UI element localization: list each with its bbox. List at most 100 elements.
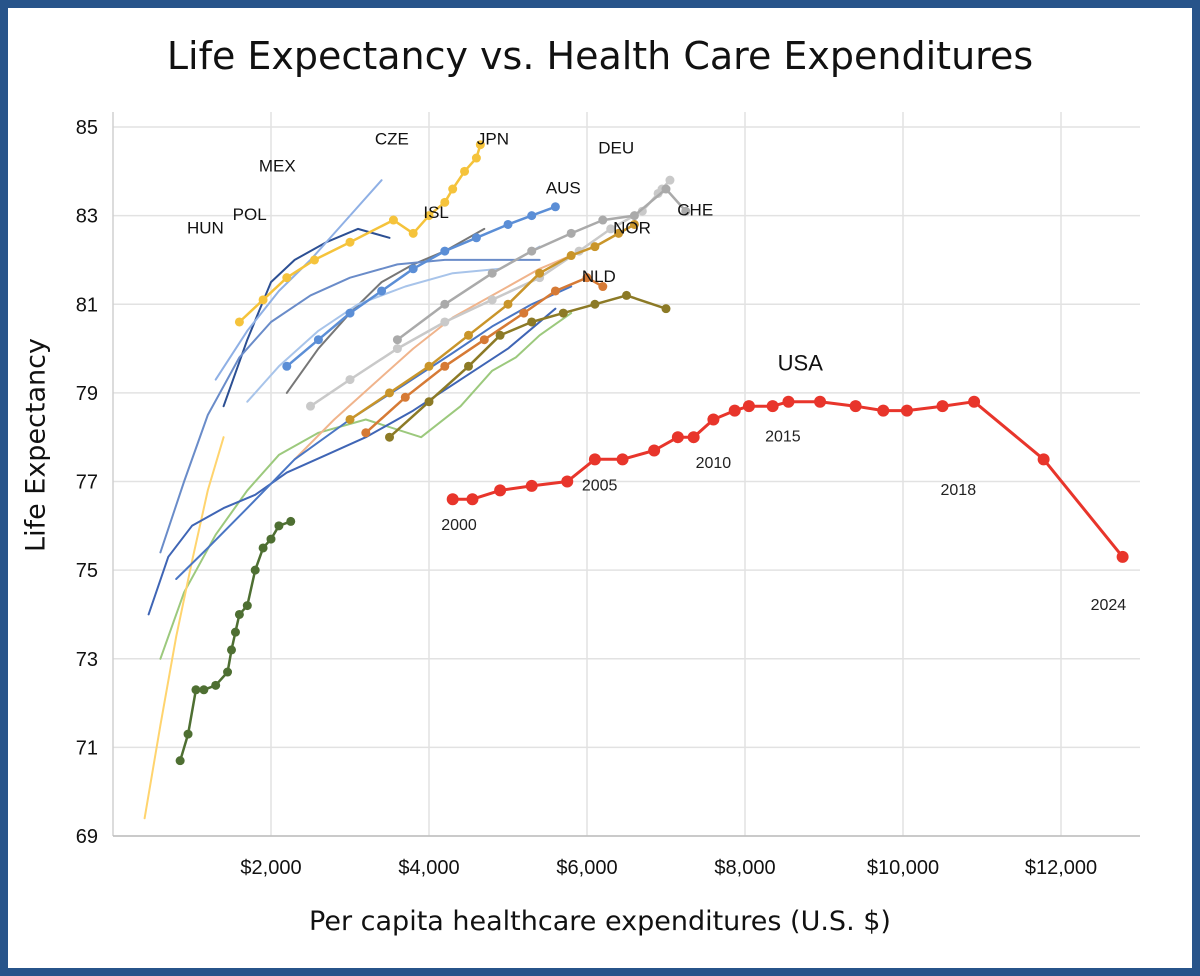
data-point-usa (494, 484, 507, 497)
data-point-aus (345, 308, 355, 318)
data-point-usa (466, 493, 479, 506)
data-point-jpn (475, 140, 485, 150)
series-nld (361, 273, 608, 438)
data-point-dark-green (199, 685, 209, 695)
data-point-che (392, 335, 402, 345)
labels: HUN POL MEX CZE JPN ISL AUS DEU CHE NOR NLD USA 2000… (187, 130, 1126, 614)
series-line-hun (147, 307, 557, 616)
data-point-usa (849, 400, 862, 413)
data-point-jpn (424, 211, 434, 221)
data-point-jpn (282, 273, 292, 283)
data-point-usa (588, 453, 601, 466)
x-tick-label: $8,000 (714, 857, 775, 879)
data-point-nld (361, 428, 371, 438)
data-point-dark-green (286, 516, 296, 526)
data-point-nor (385, 388, 394, 398)
y-tick-label: 79 (76, 383, 98, 405)
data-point-nor (535, 268, 545, 278)
x-tick-label: $4,000 (398, 857, 459, 879)
data-point-usa (766, 400, 779, 413)
data-point-nld (440, 361, 450, 371)
x-tick-label: $6,000 (556, 857, 617, 879)
data-point-deu (637, 206, 647, 216)
year-annotation: 2024 (1091, 597, 1127, 614)
country-label-nld: NLD (582, 267, 616, 286)
series-usa (446, 395, 1129, 563)
data-point-deu (440, 317, 450, 327)
data-point-dark-green (227, 645, 236, 655)
data-point-che (566, 228, 576, 238)
data-point-jpn (448, 184, 458, 194)
data-point-che (487, 268, 497, 278)
country-label-che: CHE (677, 201, 713, 220)
data-point-usa (814, 395, 827, 408)
y-tick-label: 85 (76, 117, 98, 139)
series-jpn (234, 140, 485, 327)
data-point-usa (877, 404, 890, 417)
data-point-olive (464, 361, 473, 371)
chart-title: Life Expectancy vs. Health Care Expendit… (166, 34, 1034, 78)
data-point-jpn (309, 255, 319, 265)
data-point-usa (728, 404, 741, 417)
series-hun (147, 307, 557, 616)
year-annotation: 2018 (941, 482, 977, 499)
data-point-usa (446, 493, 459, 506)
data-point-jpn (471, 153, 481, 163)
data-point-deu (306, 401, 315, 411)
data-point-che (598, 215, 608, 225)
data-point-jpn (408, 228, 418, 238)
series-line-nld (364, 276, 605, 435)
series-line-pol (222, 227, 391, 408)
series-olive (385, 290, 671, 442)
data-point-olive (385, 432, 394, 442)
data-point-usa (1037, 453, 1050, 466)
data-point-nor (424, 361, 434, 371)
data-point-usa (782, 395, 795, 408)
data-point-nld (519, 308, 529, 318)
series-line-peach (293, 254, 573, 461)
data-point-usa (561, 475, 574, 488)
data-point-che (661, 184, 671, 194)
data-point-deu (345, 375, 355, 385)
series-line-mex (214, 179, 383, 381)
series-nor (345, 219, 639, 424)
data-point-deu (653, 188, 663, 198)
series-aus (282, 202, 560, 371)
series-line-nor (348, 223, 636, 421)
country-label-deu: DEU (598, 139, 634, 158)
data-point-usa (936, 400, 949, 413)
data-point-usa (687, 431, 700, 444)
country-label-nor: NOR (613, 218, 651, 237)
data-point-olive (527, 317, 537, 327)
series-line-light-green (159, 312, 573, 660)
y-tick-label: 69 (76, 826, 98, 848)
data-point-dark-green (191, 685, 201, 695)
series-group (143, 140, 1129, 820)
data-point-dark-green (258, 543, 268, 553)
data-point-deu (487, 295, 497, 305)
country-label-hun: HUN (187, 218, 224, 237)
data-point-jpn (258, 295, 268, 305)
data-point-olive (424, 397, 434, 407)
data-point-nld (400, 392, 410, 402)
data-point-aus (408, 264, 418, 274)
data-point-deu (606, 224, 616, 234)
data-point-aus (377, 286, 387, 296)
data-point-nor (614, 228, 624, 238)
data-point-usa (968, 395, 981, 408)
y-tick-label: 83 (76, 206, 98, 228)
data-point-usa (648, 444, 661, 457)
data-point-usa (616, 453, 629, 466)
data-point-jpn (460, 166, 470, 176)
data-point-deu (665, 175, 675, 185)
series-line-light-yellow (143, 436, 225, 820)
series-light-green (159, 312, 573, 660)
data-point-nor (503, 299, 513, 309)
data-point-jpn (440, 197, 450, 207)
year-annotation: 2000 (441, 517, 477, 534)
series-steel-blue (159, 258, 541, 554)
data-point-dark-green (234, 609, 244, 619)
series-dark-green (175, 516, 296, 766)
data-point-usa (742, 400, 755, 413)
chart-frame (8, 8, 1192, 968)
